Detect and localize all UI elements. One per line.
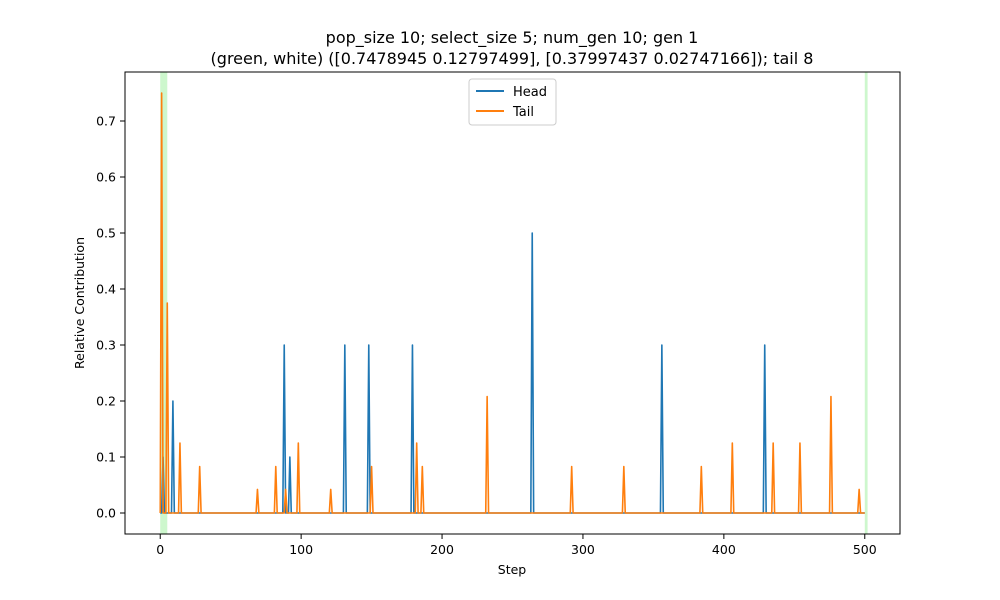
y-tick-label: 0.5 [96, 226, 116, 241]
x-tick-label: 300 [571, 542, 595, 557]
x-tick-label: 0 [156, 542, 164, 557]
x-axis-ticks: 0 100 200 300 400 500 [156, 534, 877, 557]
plot-frame [124, 71, 901, 535]
y-axis-ticks: 0.0 0.1 0.2 0.3 0.4 0.5 0.6 0.7 [96, 114, 125, 521]
legend-label-head: Head [513, 85, 547, 100]
legend-label-tail: Tail [512, 105, 534, 120]
series-layer [159, 92, 865, 514]
chart-subtitle: (green, white) ([0.7478945 0.12797499], … [211, 49, 814, 68]
highlight-region-1 [864, 72, 868, 534]
y-tick-label: 0.3 [96, 338, 116, 353]
highlight-region-0 [160, 72, 168, 534]
x-tick-label: 400 [712, 542, 736, 557]
x-tick-label: 500 [853, 542, 877, 557]
legend: Head Tail [468, 78, 557, 126]
x-tick-label: 200 [430, 542, 454, 557]
y-tick-label: 0.4 [96, 282, 116, 297]
y-tick-label: 0.2 [96, 394, 116, 409]
y-tick-label: 0.6 [96, 170, 116, 185]
x-tick-label: 100 [289, 542, 313, 557]
chart-title: pop_size 10; select_size 5; num_gen 10; … [326, 28, 699, 48]
x-axis-label: Step [498, 562, 527, 577]
y-axis-label: Relative Contribution [72, 237, 87, 369]
series-line-head [160, 232, 865, 514]
y-tick-label: 0.0 [96, 506, 116, 521]
series-line-tail [159, 92, 865, 514]
y-tick-label: 0.1 [96, 450, 116, 465]
y-tick-label: 0.7 [96, 114, 116, 129]
highlight-regions [160, 72, 868, 534]
